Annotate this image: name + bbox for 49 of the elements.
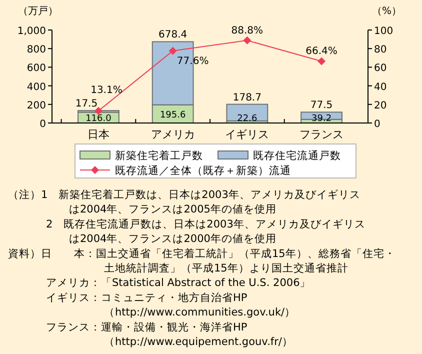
data-label: 116.0 xyxy=(86,114,112,124)
text: イギリス：コミュニティ・地方自治省HP xyxy=(46,290,248,304)
y-axis-title: （万戸） xyxy=(18,6,58,17)
text: は2004年、フランスは2005年の値を使用 xyxy=(69,204,276,216)
point xyxy=(318,57,326,66)
y-tick-label: 0 xyxy=(40,119,46,130)
data-label: 13.1% xyxy=(90,84,122,96)
legend-label: 新築住宅着工戸数 xyxy=(115,149,203,162)
bar xyxy=(300,112,342,120)
text: （http://www.equipement.gouv.fr/） xyxy=(104,336,293,348)
x-tick-label: 日本 xyxy=(87,128,110,141)
text: は2004年、フランスは2000年の値を使用 xyxy=(69,233,276,246)
data-label: 17.5 xyxy=(75,98,98,110)
y-tick-label: 200 xyxy=(26,100,46,112)
text: アメリカ：「Statistical Abstract of the U.S. 2006」 xyxy=(46,277,311,290)
text: 土地統計調査」（平成15年）より国土交通省推計 xyxy=(104,262,348,274)
text: フランス：運輸・設備・観光・海洋省HP xyxy=(46,320,248,334)
data-label: 678.4 xyxy=(158,30,188,41)
data-label: 77.6% xyxy=(176,56,209,67)
x-tick-label: アメリカ xyxy=(150,128,195,141)
y2-tick-label: 40 xyxy=(374,82,387,93)
x-tick-label: イギリス xyxy=(225,128,270,141)
y-tick-label: 800 xyxy=(26,44,46,56)
data-label: 77.5 xyxy=(310,100,333,112)
data-label: 39.2 xyxy=(312,114,332,124)
data-label: 88.8% xyxy=(231,25,264,36)
x-tick-label: フランス xyxy=(300,128,344,141)
y2-tick-label: 80 xyxy=(374,44,387,56)
y2-tick-label: 60 xyxy=(374,63,387,74)
point xyxy=(243,36,252,44)
y-tick-label: 400 xyxy=(26,82,46,93)
text: （注）1 新築住宅着工戸数は、日本は2003年、アメリカ及びイギリス xyxy=(8,188,360,201)
y2-axis-title: （%） xyxy=(372,6,402,17)
legend-label: 既存住宅流通戸数 xyxy=(253,149,341,162)
data-label: 195.6 xyxy=(160,110,186,120)
text: 資料）日 本：国土交通省「住宅着工統計」（平成15年）、総務省「住宅・ xyxy=(8,246,396,260)
data-label: 22.6 xyxy=(237,114,258,124)
point xyxy=(168,46,177,55)
y-tick-label: 1,000 xyxy=(17,26,46,37)
bar xyxy=(226,104,268,122)
legend-label: 既存流通／全体（既存＋新築）流通 xyxy=(115,164,291,177)
y2-tick-label: 20 xyxy=(374,100,387,112)
data-label: 66.4% xyxy=(306,46,338,58)
y-tick-label: 600 xyxy=(26,63,46,74)
y2-tick-label: 0 xyxy=(374,119,380,130)
y2-tick-label: 100 xyxy=(374,26,394,37)
text: 2 既存住宅流通戸数は、日本は2003年、アメリカ及びイギリス xyxy=(46,217,366,230)
text: （http://www.communities.gov.uk/） xyxy=(104,306,296,319)
data-label: 178.7 xyxy=(232,92,262,104)
